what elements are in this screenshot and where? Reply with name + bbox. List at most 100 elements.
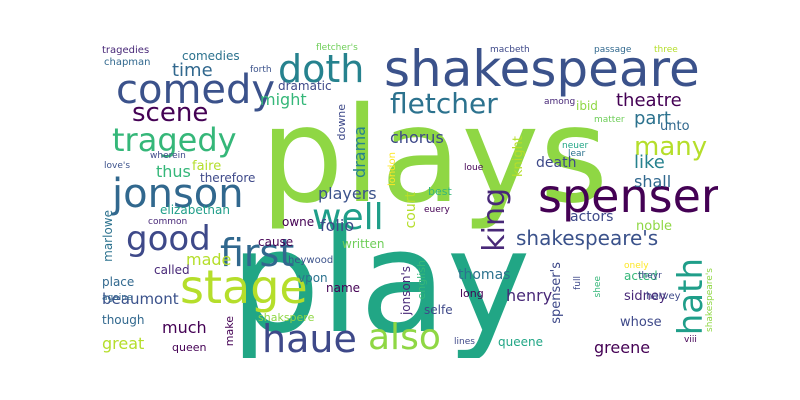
word-london: london (387, 152, 398, 187)
word-plays: plays (260, 79, 609, 233)
word-long: long (460, 287, 484, 300)
word-three: three (654, 45, 678, 55)
word-made: made (186, 250, 232, 269)
word-owne: owne (282, 215, 315, 229)
word-acted: acted (624, 269, 658, 283)
word-also: also (368, 317, 441, 358)
word-time: time (172, 60, 213, 81)
word-onely: onely (624, 261, 649, 271)
word-court: court (403, 192, 419, 229)
word-ibid: ibid (576, 99, 598, 113)
word-fletcher: fletcher (390, 87, 498, 120)
word-haue: haue (262, 317, 357, 358)
word-might: might (260, 90, 307, 109)
word-matter: matter (594, 115, 625, 125)
word-heywood: heywood (288, 255, 334, 266)
word-unto: unto (660, 119, 690, 134)
word-downe: downe (335, 104, 348, 141)
word-spenser: spenser (538, 169, 718, 223)
word-shee: shee (593, 276, 603, 298)
word-shakespeares2: shakespeare's (705, 268, 715, 332)
word-neuer: neuer (562, 141, 589, 151)
word-full: full (573, 276, 583, 290)
word-lear: lear (568, 149, 586, 159)
word-place: place (102, 275, 135, 289)
word-common: common (148, 217, 188, 227)
word-doth: doth (278, 47, 365, 91)
word-selfe: selfe (424, 303, 453, 317)
word-noble: noble (636, 219, 673, 234)
word-forth: forth (250, 65, 272, 75)
word-theyr: theyr (638, 271, 662, 281)
word-among: among (544, 97, 576, 107)
word-queene: queene (498, 335, 543, 349)
word-jonsons: jonson's (399, 266, 413, 316)
word-beaumont: beaumont (102, 290, 179, 308)
word-dramatic: dramatic (278, 79, 332, 93)
word-first: first (220, 231, 295, 275)
word-stage: stage (180, 260, 308, 314)
word-great: great (102, 334, 145, 353)
word-therefore: therefore (200, 171, 256, 185)
word-whose: whose (620, 315, 662, 330)
word-fletchers: fletcher's (316, 43, 358, 53)
word-best: best (428, 185, 452, 198)
word-tragedy: tragedy (112, 121, 237, 159)
word-cloud: plays play shakespeare spenser stage jon… (98, 40, 718, 358)
word-againe: againe (102, 293, 133, 303)
word-make: make (223, 316, 236, 347)
word-elizabethan: elizabethan (160, 203, 230, 217)
word-shakspere: shakspere (258, 311, 315, 324)
word-players: players (318, 184, 377, 203)
word-much: much (162, 318, 207, 337)
word-spensers: spenser's (549, 262, 564, 324)
word-viii: viii (684, 335, 697, 345)
word-shakespeares: shakespeare's (516, 226, 659, 250)
word-greene: greene (594, 338, 651, 357)
word-drama: drama (350, 126, 369, 178)
word-king: king (477, 188, 512, 252)
word-though: though (102, 313, 145, 327)
word-shakespeare: shakespeare (384, 40, 700, 98)
word-loue: loue (464, 163, 484, 173)
word-lines: lines (454, 337, 475, 347)
word-queen: queen (172, 341, 207, 354)
word-thus: thus (156, 162, 191, 181)
word-chorus: chorus (390, 128, 444, 147)
word-shall: shall (634, 172, 672, 191)
word-english: english (415, 260, 428, 300)
word-macbeth: macbeth (490, 45, 530, 55)
word-faire: faire (192, 159, 222, 174)
word-part: part (634, 108, 671, 129)
word-euery: euery (424, 205, 450, 215)
word-sidney: sidney (624, 289, 667, 304)
word-loves: love's (104, 161, 131, 171)
word-jonson: jonson (112, 171, 244, 217)
word-well: well (312, 197, 384, 238)
word-passage: passage (594, 45, 632, 55)
word-actors: actors (570, 209, 614, 225)
word-folio: folio (320, 216, 355, 235)
word-many: many (634, 132, 708, 162)
word-called: called (154, 263, 190, 277)
word-thomas: thomas (458, 267, 511, 283)
word-name: name (326, 281, 361, 295)
word-vpon: vpon (298, 271, 328, 285)
word-written: written (342, 237, 385, 251)
word-knight: knight (511, 136, 526, 177)
word-comedies: comedies (182, 49, 240, 63)
word-scene: scene (132, 98, 209, 128)
word-tragedies: tragedies (102, 45, 150, 56)
word-harvey: harvey (646, 291, 681, 302)
word-cause: cause (258, 235, 294, 249)
word-comedy: comedy (116, 67, 276, 113)
word-henry: henry (506, 286, 553, 305)
word-theatre: theatre (616, 90, 682, 111)
word-death: death (536, 155, 577, 171)
word-marlowe: marlowe (101, 210, 115, 262)
word-chapman: chapman (104, 57, 151, 68)
word-like: like (634, 152, 665, 173)
word-wherein: wherein (150, 151, 186, 161)
word-play: play (230, 200, 531, 358)
word-good: good (126, 219, 211, 259)
